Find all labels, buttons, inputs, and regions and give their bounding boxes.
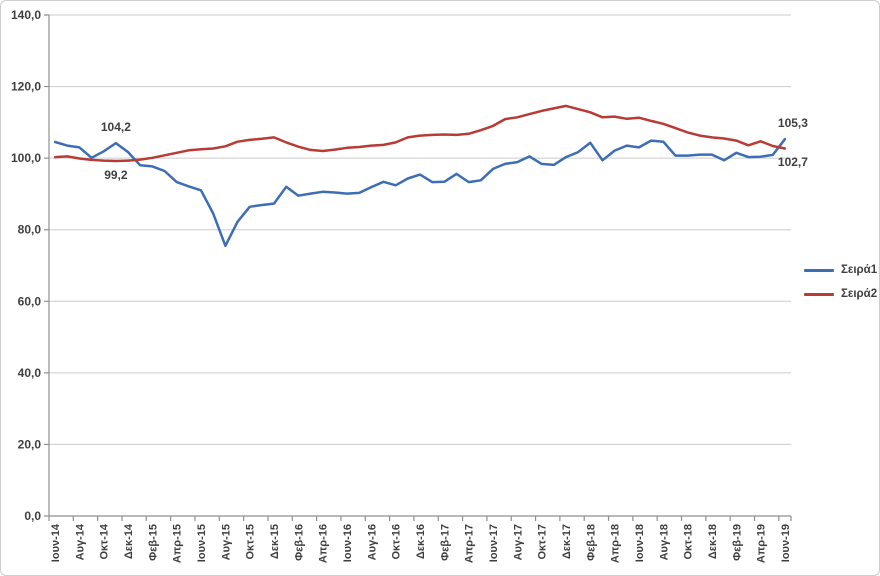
x-axis-label: Ιουν-15 (196, 524, 208, 562)
y-axis-label: 140,0 (11, 8, 41, 22)
x-axis-label: Απρ-19 (756, 524, 768, 563)
series1-line-swatch (804, 268, 834, 272)
x-axis-label: Απρ-15 (172, 524, 184, 563)
x-axis-label: Οκτ-17 (537, 524, 549, 560)
x-axis-label: Οκτ-14 (99, 523, 111, 559)
x-axis-label: Απρ-18 (610, 524, 622, 563)
x-axis-label: Φεβ-18 (585, 524, 597, 561)
x-axis-label: Φεβ-19 (731, 524, 743, 561)
x-axis-label: Δεκ-17 (561, 524, 573, 559)
y-axis-label: 120,0 (11, 80, 41, 94)
x-axis-label: Ιουν-18 (634, 524, 646, 562)
legend-label-series1: Σειρά1 (841, 264, 878, 276)
data-label-series2-end: 102,7 (777, 155, 808, 170)
legend-item-series2: Σειρά2 (804, 282, 877, 306)
x-axis-label: Ιουν-17 (488, 524, 500, 562)
x-axis-label: Οκτ-18 (683, 524, 695, 560)
legend-item-series1: Σειρά1 (804, 258, 877, 282)
x-axis-label: Φεβ-15 (147, 524, 159, 561)
series-line-2 (53, 104, 787, 163)
data-label-series2-start: 99,2 (104, 168, 128, 182)
y-axis-label: 20,0 (18, 437, 42, 451)
x-axis-label: Φεβ-17 (439, 524, 451, 561)
x-axis-label: Δεκ-16 (415, 524, 427, 559)
x-axis-label: Αυγ-18 (658, 524, 670, 560)
x-axis-label: Αυγ-17 (512, 524, 524, 560)
x-axis-label: Ιουν-16 (342, 524, 354, 562)
y-axis-label: 0,0 (24, 509, 41, 523)
y-axis-label: 40,0 (18, 366, 42, 380)
y-axis-label: 80,0 (18, 223, 42, 237)
x-axis-label: Αυγ-14 (74, 523, 86, 560)
x-axis-label: Δεκ-18 (707, 524, 719, 559)
x-axis-label: Φεβ-16 (293, 524, 305, 561)
x-axis-label: Οκτ-15 (245, 524, 257, 560)
x-axis-label: Απρ-17 (464, 524, 476, 563)
data-label-series1-start: 104,2 (100, 120, 131, 135)
legend: Σειρά1 Σειρά2 (804, 258, 877, 306)
x-axis-label: Ιουν-14 (50, 523, 62, 562)
x-axis-label: Οκτ-16 (391, 524, 403, 560)
x-axis-label: Ιουν-19 (780, 524, 792, 562)
x-axis-label: Δεκ-15 (269, 524, 281, 559)
x-axis-label: Δεκ-14 (123, 523, 135, 559)
series2-line-swatch (804, 292, 834, 296)
x-axis-label: Απρ-16 (318, 524, 330, 563)
series-line-1 (53, 137, 787, 248)
x-axis-label: Αυγ-16 (366, 524, 378, 560)
y-axis-label: 100,0 (11, 151, 41, 165)
y-axis-label: 60,0 (18, 294, 42, 308)
x-axis-label: Αυγ-15 (220, 524, 232, 560)
legend-label-series2: Σειρά2 (841, 288, 878, 300)
data-label-series1-end: 105,3 (777, 116, 808, 131)
